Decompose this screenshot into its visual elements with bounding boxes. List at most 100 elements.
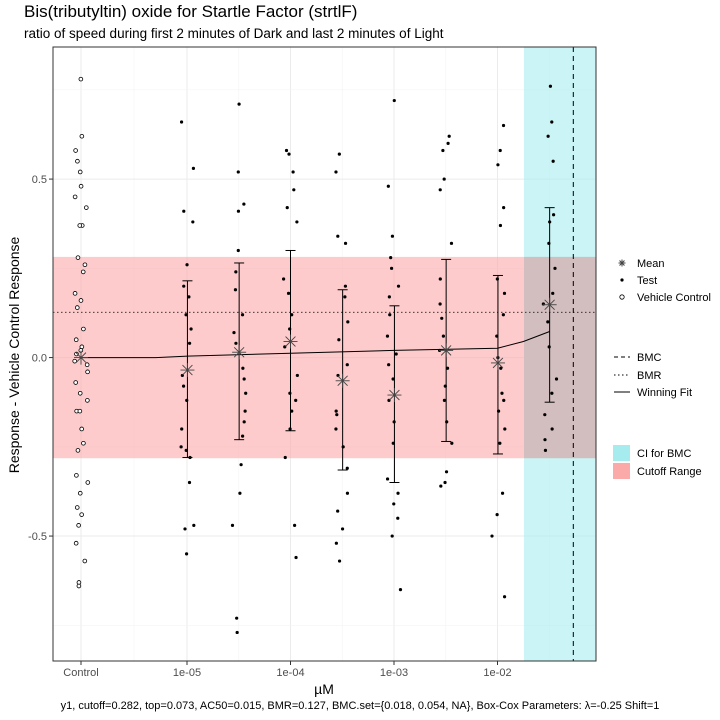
test-point	[242, 202, 246, 206]
vehicle-control-point	[74, 351, 79, 357]
asterisk-stroke	[440, 345, 452, 356]
test-point	[543, 448, 548, 452]
vehicle-control-point	[73, 540, 79, 546]
legend-item-ci-for-bmc: CI for BMC	[613, 445, 691, 461]
vehicle-control-point	[74, 473, 79, 478]
test-point	[546, 320, 550, 324]
x-tick-label: Control	[63, 667, 98, 679]
test-point	[490, 534, 494, 538]
test-point	[238, 491, 242, 495]
test-point	[550, 391, 554, 395]
test-point	[241, 434, 245, 438]
test-point	[550, 120, 554, 124]
test-point	[343, 241, 348, 245]
test-point	[189, 327, 193, 331]
test-point	[345, 491, 350, 495]
test-point	[284, 148, 289, 153]
mean-marker	[283, 334, 298, 349]
mean-marker	[490, 355, 505, 370]
test-point	[438, 188, 442, 192]
legend-key-point	[620, 278, 624, 282]
test-point	[187, 341, 192, 345]
test-point	[341, 445, 345, 449]
test-point	[235, 616, 239, 620]
mean-marker	[335, 373, 350, 388]
test-point	[336, 509, 340, 513]
test-point	[345, 363, 349, 367]
legend-label: CI for BMC	[637, 448, 691, 460]
mean-marker	[232, 345, 247, 360]
vehicle-control-point	[73, 337, 79, 343]
test-point	[187, 295, 191, 299]
test-point	[389, 266, 394, 270]
test-point	[398, 588, 403, 592]
test-point	[334, 170, 338, 174]
legend-item-cutoff-range: Cutoff Range	[613, 463, 702, 479]
test-point	[385, 334, 390, 338]
test-point	[500, 391, 504, 395]
test-point	[179, 445, 183, 449]
vehicle-control-point	[79, 512, 84, 517]
test-point	[396, 516, 400, 520]
asterisk-stroke	[389, 389, 400, 401]
test-point	[501, 123, 506, 128]
test-point	[554, 377, 559, 381]
asterisk-stroke	[285, 336, 296, 347]
test-point	[236, 209, 241, 213]
test-point	[179, 120, 184, 124]
test-point	[391, 377, 395, 381]
mean-marker	[542, 297, 557, 312]
chart-subtitle: ratio of speed during first 2 minutes of…	[24, 26, 444, 41]
test-point	[441, 148, 445, 153]
band-overlap	[523, 256, 596, 459]
chart-footer: y1, cutoff=0.282, top=0.073, AC50=0.015,…	[60, 700, 660, 712]
test-point	[345, 466, 349, 470]
test-point	[191, 220, 195, 224]
test-point	[499, 366, 503, 370]
test-point	[281, 277, 286, 281]
vehicle-control-point	[81, 326, 86, 332]
vehicle-control-point	[77, 408, 83, 414]
test-point	[183, 527, 187, 531]
asterisk-stroke	[75, 352, 87, 363]
vehicle-control-point	[74, 305, 80, 310]
vehicle-control-point	[73, 380, 78, 385]
test-point	[503, 427, 507, 431]
test-point	[392, 502, 396, 506]
y-tick-label: -0.5	[28, 531, 47, 543]
test-point	[291, 170, 295, 174]
test-point	[502, 595, 507, 599]
vehicle-control-point	[82, 262, 88, 268]
test-point	[343, 295, 347, 299]
test-point	[294, 555, 298, 560]
test-point	[394, 352, 398, 356]
legend-item-winning-fit: Winning Fit	[614, 387, 692, 399]
test-point	[390, 534, 394, 538]
test-point	[233, 288, 238, 292]
test-point	[340, 527, 345, 531]
test-point	[191, 166, 196, 170]
test-point	[337, 559, 342, 563]
test-point	[181, 384, 186, 388]
vehicle-control-point	[74, 505, 80, 510]
x-tick-label: 1e-03	[380, 667, 408, 679]
legend-item-vehicle-control: Vehicle Control	[619, 292, 711, 304]
test-point	[440, 316, 444, 320]
test-point	[295, 373, 299, 378]
vehicle-control-point	[72, 194, 78, 200]
test-point	[548, 84, 553, 88]
test-point	[449, 241, 454, 245]
test-point	[442, 398, 447, 403]
test-point	[387, 295, 391, 299]
vehicle-control-point	[77, 223, 83, 228]
test-point	[234, 341, 238, 345]
test-point	[543, 438, 547, 442]
test-point	[441, 334, 445, 338]
vehicle-control-point	[78, 298, 84, 303]
test-point	[236, 170, 240, 174]
test-point	[337, 152, 341, 156]
test-point	[346, 320, 350, 324]
test-point	[438, 302, 442, 306]
test-point	[182, 284, 186, 288]
vehicle-control-point	[76, 583, 82, 589]
